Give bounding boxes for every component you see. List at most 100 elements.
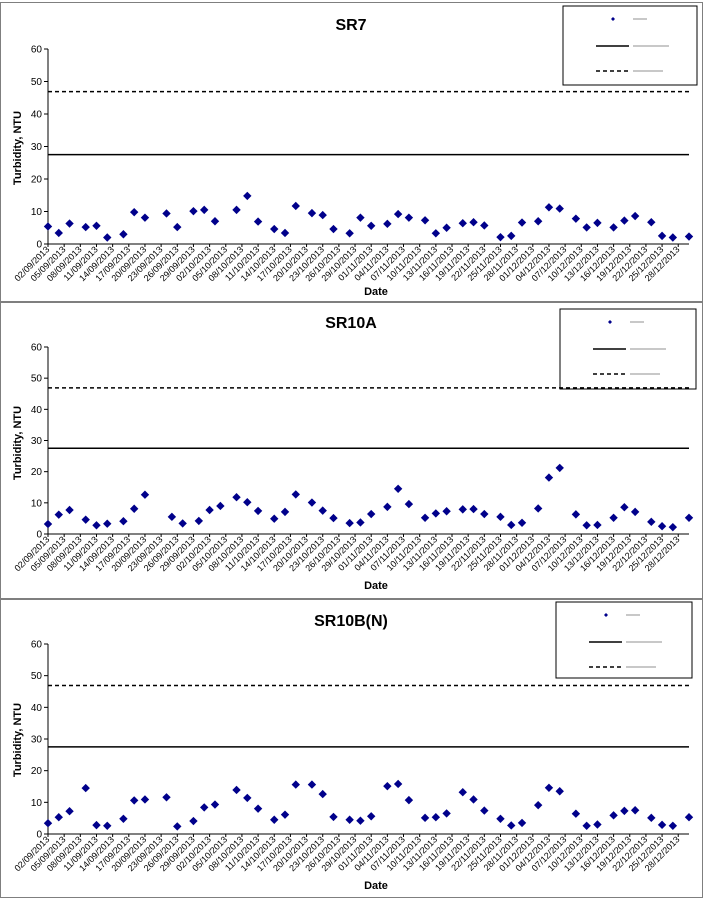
legend-box — [562, 5, 698, 86]
data-point — [43, 819, 53, 828]
data-point — [173, 822, 182, 831]
data-point — [480, 509, 489, 519]
data-point — [329, 224, 338, 234]
data-point — [291, 201, 300, 211]
data-point — [668, 233, 678, 242]
legend-text-blur — [630, 321, 644, 323]
data-point — [458, 219, 467, 228]
data-point — [162, 209, 171, 218]
data-point — [54, 228, 63, 238]
data-point — [280, 507, 290, 517]
data-point — [307, 780, 317, 789]
data-point — [431, 509, 441, 518]
data-point — [393, 779, 403, 789]
data-point — [593, 520, 602, 530]
chart-svg-sr10b: SR10B(N)010203040506002/09/201305/09/201… — [12, 601, 694, 892]
data-point — [609, 513, 618, 522]
data-point — [243, 191, 252, 201]
data-point — [496, 232, 505, 242]
data-point — [620, 806, 629, 816]
data-point — [533, 504, 543, 513]
chart-svg-sr10a: SR10A010203040506002/09/201305/09/201308… — [12, 308, 697, 592]
data-point — [318, 506, 327, 515]
data-point — [291, 780, 300, 789]
data-point — [533, 217, 543, 226]
data-points — [43, 463, 694, 532]
y-axis-label: Turbidity, NTU — [12, 703, 24, 777]
legend-text-blur — [633, 70, 663, 72]
data-point — [431, 229, 441, 238]
data-point — [630, 211, 640, 221]
y-tick-label: 30 — [31, 735, 43, 746]
y-tick-label: 60 — [31, 45, 43, 56]
data-point — [571, 510, 581, 519]
data-point — [216, 501, 225, 511]
data-point — [119, 517, 128, 526]
data-point — [366, 221, 376, 230]
data-point — [469, 795, 478, 804]
data-point — [270, 224, 279, 234]
chart-panel-sr10b: SR10B(N) 0 10 20 30 40 50 60 02/09/2013 05/09/201… — [0, 599, 703, 898]
chart-svg-sr7: SR7010203040506002/09/201305/09/201308/0… — [12, 5, 698, 298]
data-point — [383, 502, 392, 512]
y-tick-label: 50 — [31, 374, 43, 385]
data-point — [480, 806, 489, 815]
data-point — [92, 521, 101, 530]
legend-text-blur — [633, 18, 647, 20]
data-point — [232, 785, 241, 795]
data-point — [65, 505, 74, 515]
data-point — [630, 507, 640, 517]
data-point — [458, 505, 467, 514]
data-point — [232, 493, 241, 502]
data-point — [420, 513, 430, 522]
data-point — [657, 231, 667, 241]
data-point — [81, 783, 90, 793]
y-tick-label: 30 — [31, 436, 43, 447]
data-point — [280, 810, 290, 819]
data-point — [458, 788, 467, 797]
y-tick-label: 40 — [31, 703, 43, 714]
data-points — [43, 779, 694, 831]
legend — [559, 308, 697, 390]
data-point — [684, 513, 694, 522]
data-point — [647, 517, 656, 527]
data-point — [431, 813, 441, 822]
data-point — [129, 207, 139, 217]
data-point — [657, 820, 667, 830]
data-point — [609, 811, 618, 820]
data-point — [129, 796, 139, 805]
y-tick-label: 0 — [36, 530, 42, 541]
data-point — [496, 512, 505, 522]
y-tick-label: 30 — [31, 142, 43, 153]
data-point — [668, 821, 678, 830]
data-point — [253, 506, 263, 516]
x-axis-label: Date — [364, 880, 388, 892]
data-point — [571, 214, 581, 223]
data-point — [173, 222, 182, 232]
data-point — [140, 213, 150, 222]
y-tick-label: 20 — [31, 766, 43, 777]
data-point — [307, 208, 317, 218]
data-point — [54, 813, 63, 822]
data-point — [92, 820, 101, 830]
data-point — [119, 814, 128, 823]
data-point — [404, 795, 414, 805]
data-point — [318, 210, 327, 220]
data-point — [657, 522, 667, 531]
data-point — [647, 813, 656, 823]
data-point — [668, 522, 678, 532]
legend-box — [559, 308, 697, 390]
data-point — [356, 816, 365, 825]
data-point — [393, 209, 403, 219]
data-point — [517, 818, 527, 828]
data-point — [103, 519, 112, 528]
legend-marker-diamond — [611, 17, 615, 21]
data-point — [366, 812, 376, 821]
data-point — [205, 505, 214, 515]
legend — [555, 601, 693, 679]
data-point — [555, 787, 564, 796]
data-point — [469, 218, 478, 227]
data-point — [404, 499, 414, 509]
data-point — [329, 513, 338, 523]
chart-panel-sr7: SR7 0 10 20 30 40 50 60 02/09/2013 05/09/2013 08/0… — [0, 2, 703, 302]
